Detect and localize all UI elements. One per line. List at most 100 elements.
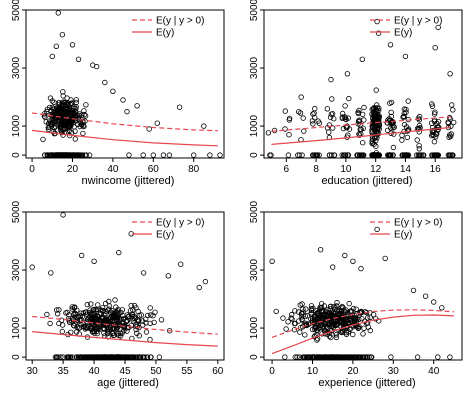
data-point — [414, 137, 420, 143]
data-point — [158, 317, 165, 323]
data-point — [54, 311, 61, 317]
data-point — [312, 114, 318, 121]
data-point — [327, 304, 334, 310]
data-point — [128, 302, 134, 309]
data-point — [94, 313, 100, 320]
data-point — [177, 261, 184, 267]
data-point — [340, 326, 347, 332]
data-point — [388, 109, 394, 116]
data-point — [147, 320, 153, 327]
data-point — [63, 99, 69, 105]
data-point — [297, 302, 303, 308]
data-point — [103, 354, 109, 360]
data-point — [292, 354, 298, 360]
data-point — [357, 354, 363, 360]
data-point — [271, 127, 278, 134]
data-point — [66, 105, 73, 112]
data-point — [51, 125, 57, 131]
data-point — [295, 152, 301, 158]
y-tick-label: 5000 — [249, 200, 260, 223]
data-point — [85, 314, 92, 321]
data-point — [342, 309, 349, 315]
data-point — [291, 320, 298, 327]
data-point — [75, 56, 82, 62]
data-point — [399, 137, 405, 143]
data-point — [59, 32, 66, 38]
data-point — [123, 319, 129, 325]
data-point — [77, 123, 83, 130]
data-point — [371, 141, 377, 147]
data-point — [359, 354, 365, 360]
data-point — [59, 152, 66, 158]
data-point — [429, 152, 435, 158]
data-point — [83, 324, 89, 330]
data-point — [297, 110, 304, 116]
data-point — [154, 120, 160, 126]
data-point — [69, 42, 76, 48]
data-point — [269, 258, 275, 264]
data-point — [373, 87, 379, 93]
data-point — [124, 328, 130, 334]
data-point — [29, 264, 35, 270]
data-point — [58, 108, 64, 114]
data-point — [79, 313, 85, 320]
data-point — [207, 152, 213, 158]
data-point — [369, 140, 375, 147]
data-point — [387, 100, 393, 106]
data-point — [82, 113, 89, 119]
data-point — [329, 96, 335, 102]
data-point — [86, 152, 93, 158]
data-point — [84, 311, 90, 317]
data-point — [202, 278, 209, 285]
data-point — [334, 299, 340, 306]
data-point — [102, 79, 108, 86]
data-point — [265, 130, 272, 136]
y-tick-label: 3000 — [249, 56, 260, 79]
y-tick-label: 1000 — [249, 115, 260, 138]
data-point — [47, 152, 53, 158]
data-point — [101, 330, 107, 336]
data-point — [78, 252, 85, 259]
data-point — [139, 318, 146, 324]
y-tick-label: 5000 — [249, 0, 260, 21]
y-tick-label: 3000 — [249, 258, 260, 281]
data-point — [312, 324, 319, 330]
data-point — [390, 144, 397, 151]
data-point — [317, 322, 324, 329]
data-point — [346, 300, 352, 307]
data-point — [91, 258, 97, 264]
data-point — [326, 122, 333, 128]
data-point — [358, 265, 364, 272]
data-point — [328, 76, 334, 83]
x-tick-label: 30 — [27, 366, 39, 377]
data-point — [340, 125, 347, 132]
data-point — [68, 329, 74, 335]
y-tick-label: 3000 — [11, 258, 22, 281]
series-unconditional-mean-line — [271, 126, 451, 145]
data-point — [324, 106, 331, 112]
data-point — [136, 333, 142, 339]
data-point — [66, 319, 73, 326]
data-point — [347, 316, 353, 322]
data-point — [405, 98, 411, 104]
data-point — [120, 97, 126, 103]
data-point — [351, 313, 358, 319]
data-point — [49, 98, 55, 104]
data-point — [309, 118, 316, 124]
data-point — [337, 354, 344, 360]
data-point — [296, 318, 302, 324]
data-point — [315, 118, 321, 124]
data-point — [384, 127, 391, 134]
data-point — [107, 319, 114, 325]
data-point — [342, 103, 348, 109]
data-point — [390, 152, 396, 158]
data-point — [107, 315, 114, 321]
y-tick-label: 0 — [249, 152, 260, 158]
data-point — [435, 124, 441, 131]
data-point — [311, 354, 317, 360]
data-point — [286, 117, 292, 123]
data-point — [77, 354, 84, 360]
data-point — [282, 354, 288, 360]
data-point — [76, 325, 82, 332]
